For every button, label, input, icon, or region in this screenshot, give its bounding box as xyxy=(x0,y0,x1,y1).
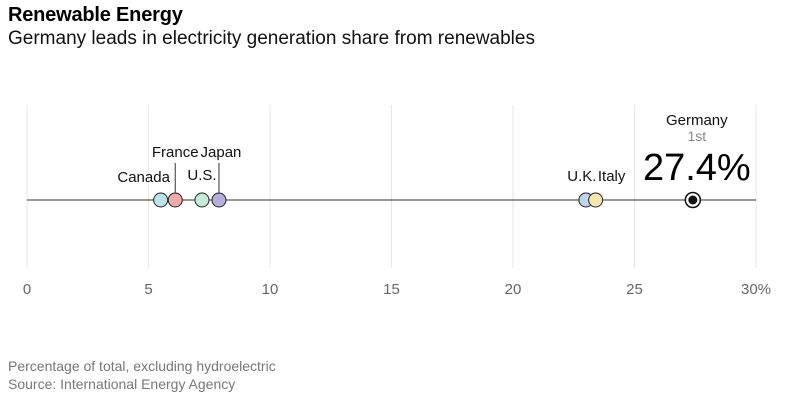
chart-subtitle: Germany leads in electricity generation … xyxy=(8,28,535,49)
data-point-france xyxy=(167,192,183,208)
dot-plot-chart: 0 5 10 15 20 25 30% Canada France U.S. Japan U.K. It… xyxy=(23,105,771,298)
footnote-source: Source: International Energy Agency xyxy=(8,376,236,392)
data-point-italy xyxy=(588,192,604,208)
x-tick-label: 30% xyxy=(741,281,771,298)
x-tick-label: 20 xyxy=(505,281,522,298)
chart-title: Renewable Energy xyxy=(8,4,183,26)
x-tick-label: 0 xyxy=(23,281,31,298)
point-label-germany: Germany xyxy=(666,112,728,129)
point-label-canada: Canada xyxy=(117,169,170,186)
point-label-italy: Italy xyxy=(598,168,626,185)
point-label-france: France xyxy=(152,144,199,161)
data-point-core-germany xyxy=(688,195,698,205)
data-point-canada xyxy=(153,192,169,208)
point-label-u-k: U.K. xyxy=(567,168,596,185)
rank-label-germany: 1st xyxy=(687,128,706,144)
point-label-japan: Japan xyxy=(201,144,242,161)
footnote-units: Percentage of total, excluding hydroelec… xyxy=(8,358,276,374)
value-label-germany: 27.4% xyxy=(643,147,751,189)
data-point-u-s xyxy=(194,192,210,208)
x-tick-label: 5 xyxy=(144,281,152,298)
x-tick-label: 25 xyxy=(626,281,643,298)
x-tick-label: 15 xyxy=(383,281,400,298)
data-point-japan xyxy=(211,192,227,208)
point-label-u-s: U.S. xyxy=(187,167,216,184)
x-tick-label: 10 xyxy=(262,281,279,298)
